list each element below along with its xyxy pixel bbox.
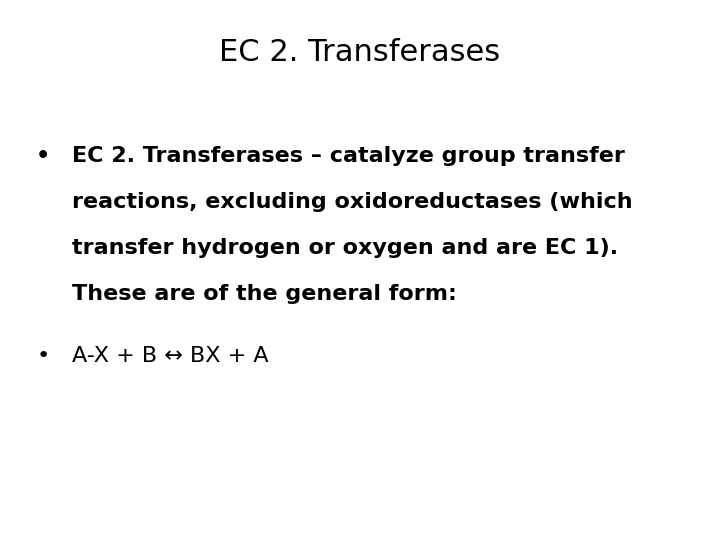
Text: A-X + B ↔ BX + A: A-X + B ↔ BX + A [72, 346, 269, 366]
Text: •: • [37, 346, 50, 366]
Text: transfer hydrogen or oxygen and are EC 1).: transfer hydrogen or oxygen and are EC 1… [72, 238, 618, 258]
Text: •: • [36, 146, 50, 166]
Text: EC 2. Transferases – catalyze group transfer: EC 2. Transferases – catalyze group tran… [72, 146, 625, 166]
Text: reactions, excluding oxidoreductases (which: reactions, excluding oxidoreductases (wh… [72, 192, 633, 212]
Text: These are of the general form:: These are of the general form: [72, 284, 457, 303]
Text: EC 2. Transferases: EC 2. Transferases [220, 38, 500, 67]
